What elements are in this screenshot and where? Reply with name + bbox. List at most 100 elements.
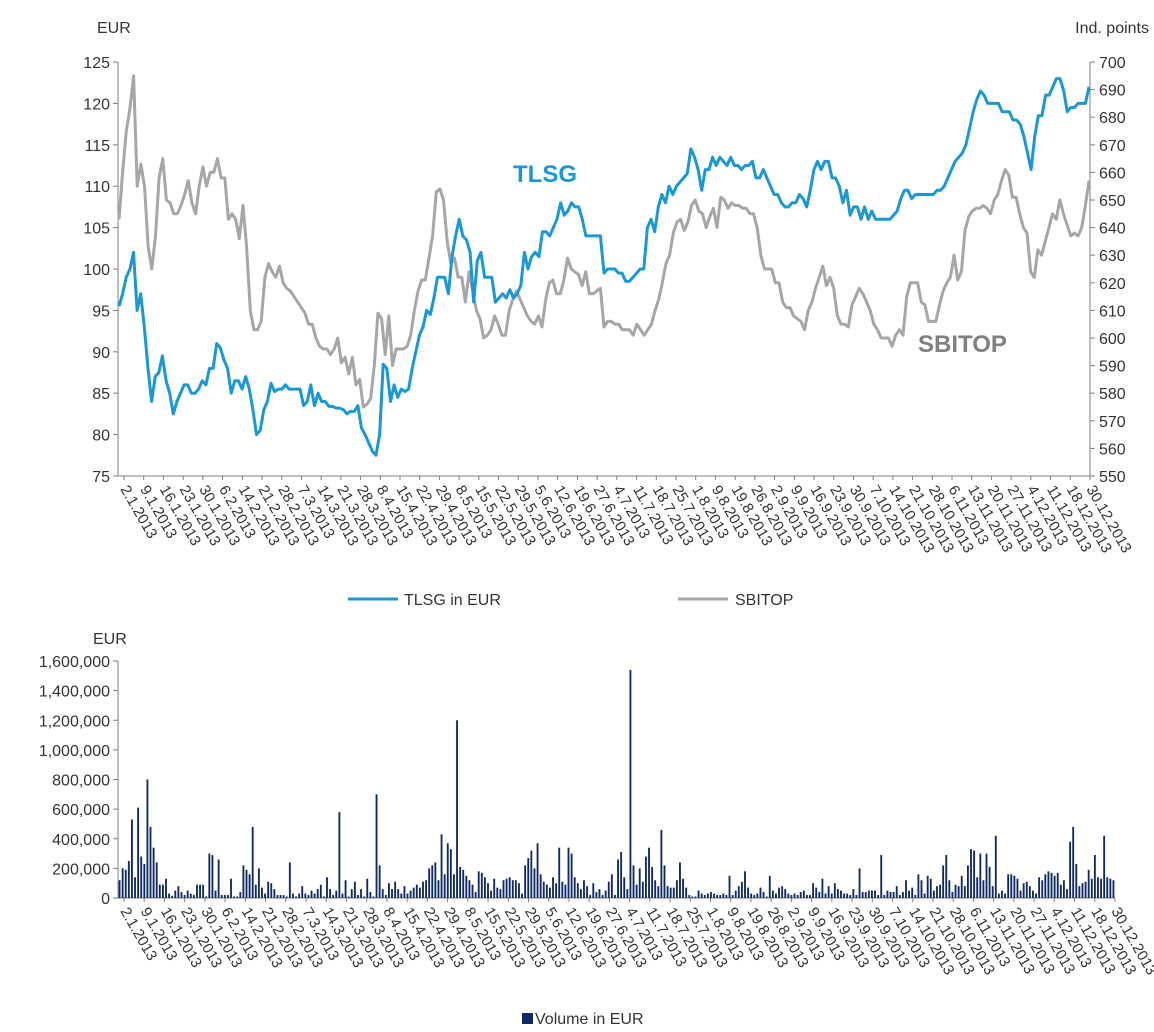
volume-bar xyxy=(675,880,678,898)
volume-tick-label-200-000: 200,000 xyxy=(52,861,110,878)
volume-bar xyxy=(549,887,551,898)
right-tick-label-650: 650 xyxy=(1099,193,1126,210)
volume-bar xyxy=(276,895,279,898)
volume-bar xyxy=(1019,890,1022,898)
volume-tick-label-1-000-000: 1,000,000 xyxy=(39,743,110,760)
volume-bar xyxy=(753,895,756,898)
volume-bar xyxy=(363,896,366,898)
volume-bar xyxy=(335,890,338,898)
volume-bar xyxy=(453,874,455,898)
volume-bar xyxy=(418,887,421,898)
volume-bar xyxy=(474,892,477,898)
volume-bar xyxy=(174,890,177,898)
volume-bar xyxy=(208,853,211,898)
volume-bar xyxy=(282,895,285,898)
volume-bar xyxy=(143,863,146,898)
volume-x-axis: 2.1.20139.1.201316.1.201323.1.201330.1.2… xyxy=(117,897,1154,978)
right-tick-label-640: 640 xyxy=(1099,221,1126,238)
volume-bar xyxy=(217,859,220,898)
volume-bar xyxy=(397,889,400,898)
volume-bar xyxy=(672,887,675,898)
tlsg-annotation: TLSG xyxy=(513,161,577,188)
volume-bar xyxy=(997,893,1000,898)
volume-bar xyxy=(220,895,223,898)
volume-bar xyxy=(939,884,941,898)
volume-bar xyxy=(443,874,446,898)
left-tick-label-110: 110 xyxy=(84,179,110,196)
volume-bar xyxy=(694,896,697,898)
volume-bar xyxy=(976,877,979,898)
volume-bar xyxy=(322,896,325,898)
volume-bar xyxy=(790,895,793,898)
volume-bar xyxy=(1032,890,1034,898)
volume-bar xyxy=(874,890,876,898)
volume-bar xyxy=(802,890,805,898)
volume-bar xyxy=(567,847,570,898)
volume-bar xyxy=(254,884,257,898)
volume-bar xyxy=(836,889,839,898)
volume-bar xyxy=(799,892,802,898)
volume-bar xyxy=(914,895,917,898)
volume-bar xyxy=(737,886,740,898)
volume-bar xyxy=(697,890,700,898)
volume-bar xyxy=(505,878,508,898)
volume-bar xyxy=(251,826,254,898)
volume-bar xyxy=(127,860,130,898)
right-y-axis: 550 560 570 580 590 600 610 620 630 640 650 660 670 6… xyxy=(1089,55,1126,486)
volume-bar xyxy=(196,884,198,898)
volume-bar xyxy=(415,884,418,898)
volume-bar xyxy=(434,862,437,898)
volume-bar xyxy=(861,892,864,898)
volume-bar xyxy=(908,890,911,898)
volume-bar xyxy=(1062,880,1065,898)
volume-bar xyxy=(239,892,242,898)
volume-bar xyxy=(1106,877,1109,898)
volume-bar xyxy=(288,862,291,898)
volume-bar xyxy=(1025,881,1028,898)
volume-bar xyxy=(614,895,616,898)
volume-bar xyxy=(245,869,248,898)
volume-bar xyxy=(716,895,719,898)
volume-bar xyxy=(923,893,926,898)
volume-bar xyxy=(425,880,428,898)
volume-y-axis: 0 200,000 400,000 600,000 800,000 1,000,000 1,… xyxy=(39,654,119,908)
volume-bar xyxy=(747,887,750,898)
left-tick-label-80: 80 xyxy=(92,428,110,445)
volume-bar xyxy=(703,895,706,898)
volume-bar xyxy=(892,892,895,898)
volume-bar xyxy=(604,890,607,898)
price-legend: TLSG in EUR SBITOP xyxy=(348,592,793,609)
volume-bar xyxy=(372,896,375,898)
volume-bar xyxy=(833,883,836,898)
volume-bar xyxy=(316,889,319,898)
volume-bar xyxy=(957,886,960,898)
volume-bar xyxy=(428,868,431,899)
volume-bar xyxy=(465,875,468,898)
left-tick-label-75: 75 xyxy=(92,469,110,486)
volume-bar xyxy=(561,881,564,898)
volume-bar xyxy=(573,877,576,898)
volume-tick-label-600-000: 600,000 xyxy=(52,802,110,819)
volume-bar xyxy=(1010,874,1013,898)
volume-bar xyxy=(830,893,833,898)
volume-bar xyxy=(731,895,734,898)
volume-bar xyxy=(805,895,808,898)
volume-bar xyxy=(728,875,731,898)
volume-bar xyxy=(360,889,362,898)
volume-bar xyxy=(1016,878,1019,898)
volume-bar xyxy=(768,875,771,898)
volume-bar xyxy=(852,889,855,898)
series-line-tlsg-in-eur xyxy=(117,77,1091,457)
volume-bar xyxy=(344,880,347,898)
volume-bar xyxy=(598,889,601,898)
volume-bar xyxy=(818,892,821,898)
volume-bar xyxy=(945,855,948,898)
volume-bar xyxy=(366,878,369,898)
volume-bar xyxy=(793,893,796,898)
volume-bar xyxy=(936,886,938,898)
left-tick-label-120: 120 xyxy=(83,96,110,113)
volume-bar xyxy=(967,865,969,898)
volume-bar xyxy=(394,881,397,898)
volume-bar xyxy=(483,877,486,898)
legend-swatch-volume xyxy=(522,1013,533,1024)
